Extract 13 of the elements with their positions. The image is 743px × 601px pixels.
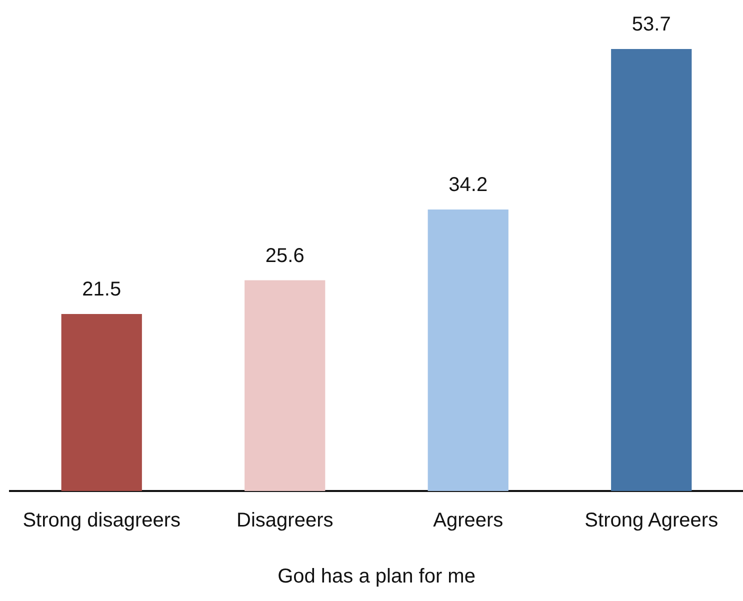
bar <box>611 49 692 491</box>
x-tick-label: Disagreers <box>236 510 334 532</box>
x-tick-label: Strong disagreers <box>22 510 181 532</box>
x-tick-label: Agreers <box>433 510 504 532</box>
data-label: 34.2 <box>448 174 488 196</box>
bar <box>61 314 142 491</box>
bar <box>428 210 508 491</box>
data-label: 25.6 <box>265 244 304 267</box>
data-label: 21.5 <box>82 278 122 301</box>
data-label: 53.7 <box>632 14 671 36</box>
x-axis-title: God has a plan for me <box>278 566 476 588</box>
bar <box>244 280 326 491</box>
x-tick-label: Strong Agreers <box>584 510 718 532</box>
